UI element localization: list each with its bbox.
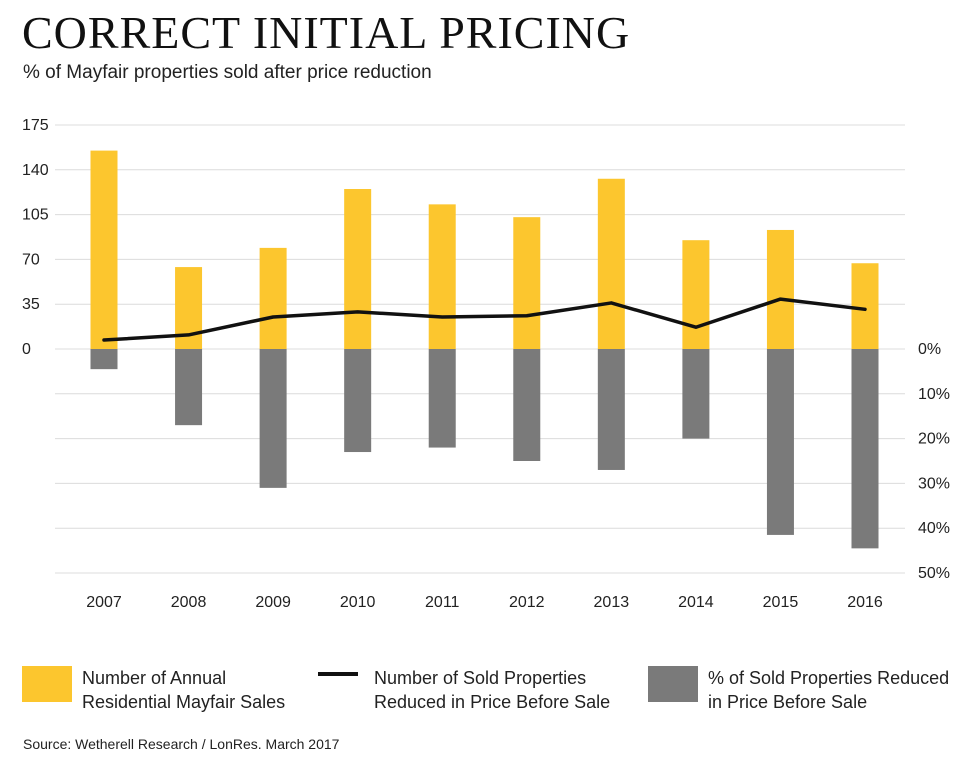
bar-sales bbox=[344, 189, 372, 349]
x-tick-label: 2007 bbox=[86, 594, 122, 611]
y-left-tick-label: 105 bbox=[22, 207, 49, 224]
bar-percent-reduced bbox=[682, 349, 710, 439]
bar-percent-reduced bbox=[344, 349, 372, 453]
x-tick-label: 2011 bbox=[425, 594, 460, 611]
y-left-tick-label: 35 bbox=[22, 296, 40, 313]
legend-label-sales: Number of Annual Residential Mayfair Sal… bbox=[82, 668, 286, 712]
x-tick-label: 2014 bbox=[678, 594, 714, 611]
bar-sales bbox=[682, 240, 710, 349]
y-left-tick-label: 0 bbox=[22, 341, 31, 358]
legend-item-sales: Number of Annual Residential Mayfair Sal… bbox=[22, 666, 285, 714]
source-note: Source: Wetherell Research / LonRes. Mar… bbox=[23, 736, 340, 752]
chart-area: 175 140 105 70 35 0 0% 10% 20% 30% 40% 50% 2007 2008 2… bbox=[22, 117, 950, 611]
legend-label-reduced-count: Number of Sold Properties Reduced in Pri… bbox=[374, 668, 611, 712]
bar-percent-reduced bbox=[851, 349, 879, 549]
legend-label-reduced-percent: % of Sold Properties Reduced in Price Be… bbox=[708, 668, 950, 712]
bar-sales bbox=[259, 247, 287, 349]
x-tick-label: 2008 bbox=[171, 594, 207, 611]
y-left-tick-label: 70 bbox=[22, 251, 40, 268]
bar-sales bbox=[513, 217, 541, 349]
legend-swatch-yellow bbox=[22, 666, 72, 702]
y-right-tick-label: 50% bbox=[918, 565, 950, 582]
y-right-tick-label: 40% bbox=[918, 520, 950, 537]
y-right-tick-label: 20% bbox=[918, 431, 950, 448]
y-right-tick-label: 30% bbox=[918, 475, 950, 492]
legend-item-reduced-count: Number of Sold Properties Reduced in Pri… bbox=[318, 666, 610, 714]
bar-sales bbox=[851, 263, 879, 349]
y-left-tick-label: 140 bbox=[22, 162, 49, 179]
bar-sales bbox=[90, 150, 118, 349]
y-right-tick-label: 0% bbox=[918, 341, 941, 358]
bar-sales bbox=[766, 229, 794, 349]
bar-sales bbox=[597, 178, 625, 349]
x-tick-label: 2010 bbox=[340, 594, 376, 611]
legend-item-reduced-percent: % of Sold Properties Reduced in Price Be… bbox=[648, 666, 949, 714]
y-left-tick-label: 175 bbox=[22, 117, 49, 134]
x-tick-label: 2016 bbox=[847, 594, 883, 611]
bar-percent-reduced bbox=[597, 349, 625, 470]
bar-sales bbox=[428, 204, 456, 349]
x-tick-label: 2009 bbox=[255, 594, 291, 611]
legend-swatch-grey bbox=[648, 666, 698, 702]
bar-percent-reduced bbox=[428, 349, 456, 448]
line-reduced-count bbox=[102, 297, 867, 342]
x-tick-label: 2013 bbox=[594, 594, 630, 611]
chart-subtitle: % of Mayfair properties sold after price… bbox=[23, 62, 432, 83]
bar-percent-reduced bbox=[90, 349, 118, 370]
bar-percent-reduced bbox=[766, 349, 794, 535]
legend-swatch-line bbox=[318, 672, 358, 676]
bar-percent-reduced bbox=[175, 349, 203, 426]
y-right-tick-label: 10% bbox=[918, 386, 950, 403]
x-tick-label: 2012 bbox=[509, 594, 545, 611]
bar-percent-reduced bbox=[259, 349, 287, 488]
bar-percent-reduced bbox=[513, 349, 541, 461]
chart-title: CORRECT INITIAL PRICING bbox=[22, 7, 631, 58]
x-tick-label: 2015 bbox=[763, 594, 799, 611]
